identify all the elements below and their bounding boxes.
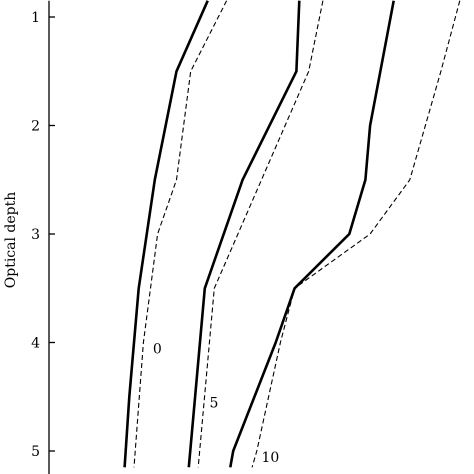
y-axis: 1 2 3 4 5 [31,0,55,474]
curve-label-5: 5 [210,396,219,412]
y-tick-label-4: 4 [31,336,40,352]
y-tick-label-2: 2 [31,119,40,135]
curve-label-10: 10 [262,450,280,466]
curve-5-dashed [197,0,324,468]
y-axis-title: Optical depth [3,192,19,289]
y-tick-label-3: 3 [31,227,40,243]
curve-10-solid [229,0,395,468]
curve-label-0: 0 [153,341,162,357]
y-tick-label-1: 1 [31,10,40,26]
curve-0-solid [123,0,209,468]
curve-10-dashed [251,0,461,468]
curves [123,0,461,468]
curve-0-dashed [133,0,228,468]
y-tick-label-5: 5 [31,444,40,460]
curve-labels: 0 5 10 [153,341,279,466]
curve-5-solid [187,0,301,468]
